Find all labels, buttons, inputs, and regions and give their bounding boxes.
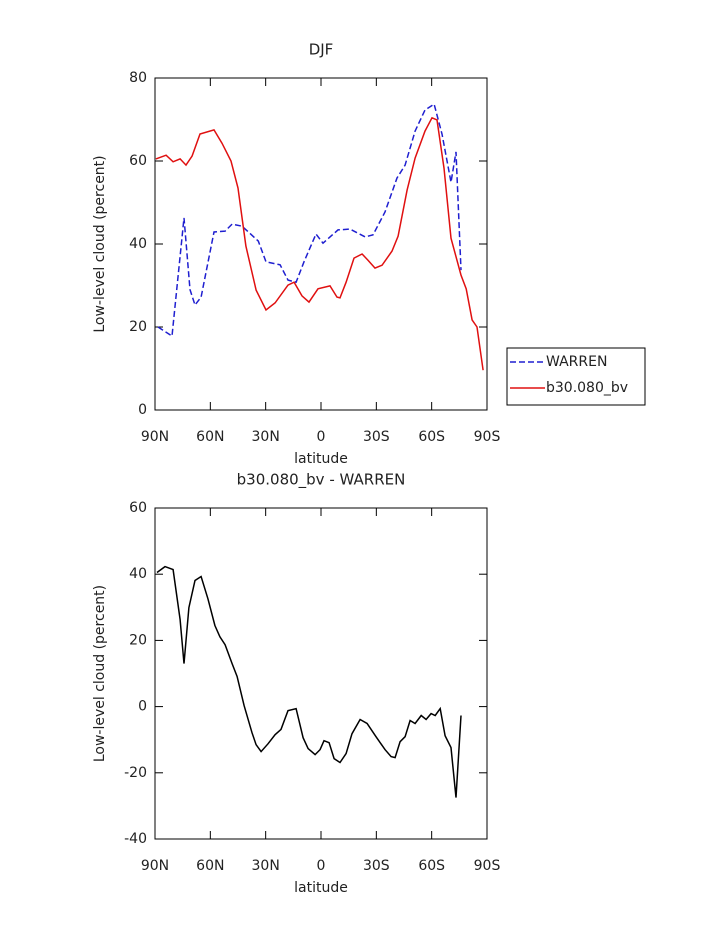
x-tick-label: 0 [317, 858, 326, 874]
x-tick-label: 30S [363, 858, 390, 874]
y-tick-label: 20 [129, 319, 147, 335]
legend-label: WARREN [546, 354, 607, 370]
data-line [155, 116, 484, 371]
y-axis-label: Low-level cloud (percent) [92, 155, 108, 332]
x-tick-label: 30N [252, 858, 280, 874]
y-tick-label: 0 [138, 402, 147, 418]
y-tick-label: 80 [129, 70, 147, 86]
chart-title: DJF [309, 41, 334, 59]
legend-box [506, 347, 646, 406]
y-tick-label: 40 [129, 566, 147, 582]
chart-title: b30.080_bv - WARREN [237, 471, 406, 490]
x-axis-label: latitude [294, 880, 348, 896]
x-tick-label: 90S [474, 429, 501, 445]
y-tick-label: 40 [129, 236, 147, 252]
y-axis-label: Low-level cloud (percent) [92, 585, 108, 762]
x-tick-label: 30S [363, 429, 390, 445]
x-tick-label: 90N [141, 858, 169, 874]
x-tick-label: 0 [317, 429, 326, 445]
plot-frame [154, 507, 488, 840]
x-tick-label: 60S [418, 429, 445, 445]
x-tick-label: 60S [418, 858, 445, 874]
x-tick-label: 90N [141, 429, 169, 445]
legend-label: b30.080_bv [546, 380, 628, 396]
x-axis-label: latitude [294, 451, 348, 467]
data-line [157, 102, 462, 338]
y-tick-label: 60 [129, 153, 147, 169]
y-tick-label: -20 [124, 765, 147, 781]
y-tick-label: 60 [129, 500, 147, 516]
y-tick-label: 20 [129, 632, 147, 648]
x-tick-label: 90S [474, 858, 501, 874]
y-tick-label: 0 [138, 699, 147, 715]
x-tick-label: 60N [196, 858, 224, 874]
x-tick-label: 30N [252, 429, 280, 445]
plot-frame [154, 77, 488, 411]
x-tick-label: 60N [196, 429, 224, 445]
data-line [156, 565, 462, 798]
y-tick-label: -40 [124, 831, 147, 847]
